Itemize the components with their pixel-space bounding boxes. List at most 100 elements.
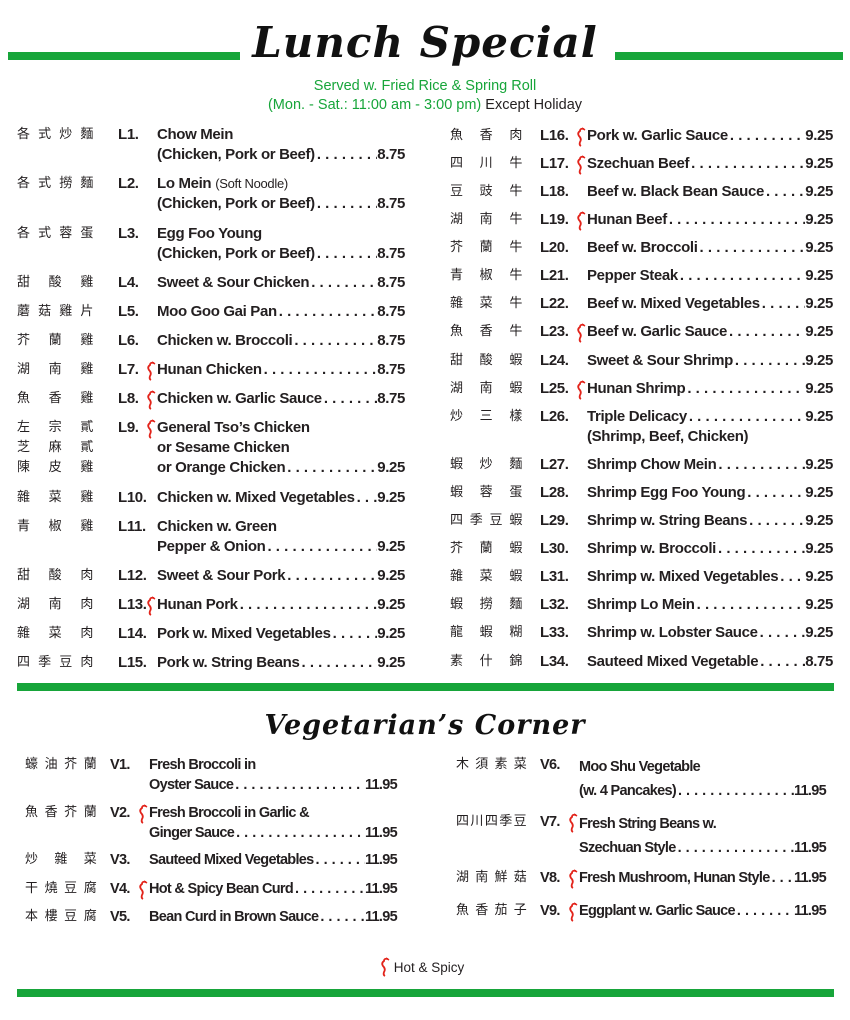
item-code: V8. <box>540 870 560 886</box>
item-name-line: Fresh Mushroom, Hunan Style 11.95 <box>579 868 827 888</box>
item-name-line: or Sesame Chicken <box>157 438 405 458</box>
dot-leader <box>292 331 377 351</box>
item-name: Shrimp Lo Mein <box>587 596 695 613</box>
item-code: L28. <box>540 484 569 501</box>
chinese-name: 雜菜雞 <box>17 490 93 505</box>
item-code: L5. <box>118 303 139 320</box>
dot-leader <box>318 907 365 927</box>
item-name: Shrimp Chow Mein <box>587 456 717 473</box>
item-name-line: (w. 4 Pancakes) 11.95 <box>579 779 827 803</box>
item-price: 8.75 <box>377 274 405 291</box>
item-name: Hot & Spicy Bean Curd <box>149 881 294 897</box>
dot-leader <box>667 210 805 230</box>
chinese-name: 芥蘭雞 <box>17 333 93 348</box>
item-price: 8.75 <box>377 303 405 320</box>
chinese-name: 甜酸雞 <box>17 275 93 290</box>
item-name-line: Chicken w. Green <box>157 517 405 537</box>
item-price: 9.25 <box>377 489 405 506</box>
dot-leader <box>315 145 377 165</box>
item-name: Pork w. String Beans <box>157 654 300 671</box>
item-name-line: Ginger Sauce 11.95 <box>149 823 398 843</box>
item-price: 9.25 <box>805 540 833 557</box>
item-price: 9.25 <box>377 459 405 476</box>
item-name: Sweet & Sour Shrimp <box>587 352 733 369</box>
dot-leader <box>760 294 805 314</box>
chinese-name: 四季豆肉 <box>17 655 93 670</box>
item-name-line: Shrimp w. Lobster Sauce 9.25 <box>587 623 833 643</box>
item-name: Beef w. Garlic Sauce <box>587 323 728 340</box>
item-code: V2. <box>110 805 130 821</box>
chinese-name: 各式炒麵 <box>17 127 93 142</box>
item-code: L15. <box>118 654 147 671</box>
item-name: Shrimp w. Mixed Vegetables <box>587 568 779 585</box>
dot-leader <box>770 868 794 888</box>
item-code: L21. <box>540 267 569 284</box>
item-name-line: Shrimp Egg Foo Young 9.25 <box>587 483 833 503</box>
item-name-line: Egg Foo Young <box>157 224 405 244</box>
chinese-name: 蠔油芥蘭 <box>25 757 97 772</box>
item-name-line: Shrimp w. Broccoli 9.25 <box>587 539 833 559</box>
item-name-line: Triple Delicacy 9.25 <box>587 407 833 427</box>
item-name: Hunan Beef <box>587 211 667 228</box>
chili-pepper-icon <box>577 323 586 343</box>
item-name: (Chicken, Pork or Beef) <box>157 146 315 163</box>
dot-leader <box>315 244 377 264</box>
dot-leader <box>262 360 378 380</box>
dot-leader <box>687 407 805 427</box>
item-name: Pepper Steak <box>587 267 678 284</box>
chinese-name: 四季豆蝦 <box>450 513 522 528</box>
item-code: L17. <box>540 155 569 172</box>
item-name: Fresh Broccoli in Garlic & <box>149 805 310 821</box>
item-name-line: (Chicken, Pork or Beef) 8.75 <box>157 244 405 264</box>
chili-pepper-icon <box>147 596 156 616</box>
item-name-line: Shrimp w. Mixed Vegetables 9.25 <box>587 567 833 587</box>
item-name-line: General Tso’s Chicken <box>157 418 405 438</box>
item-code: L8. <box>118 390 139 407</box>
chinese-name: 青椒雞 <box>17 519 93 534</box>
item-code: L23. <box>540 323 569 340</box>
item-code: V1. <box>110 757 130 773</box>
dot-leader <box>676 779 794 803</box>
item-name-line: Sauteed Mixed Vegetable 8.75 <box>587 652 833 672</box>
item-name: Eggplant w. Garlic Sauce <box>579 903 736 919</box>
chili-pepper-icon <box>139 880 148 900</box>
item-code: L18. <box>540 183 569 200</box>
item-code: L14. <box>118 625 147 642</box>
item-price: 9.25 <box>805 456 833 473</box>
item-name: Moo Goo Gai Pan <box>157 303 277 320</box>
item-code: L26. <box>540 408 569 425</box>
item-price: 8.75 <box>377 195 405 212</box>
chinese-name: 蝦撈麵 <box>450 597 522 612</box>
section-divider <box>17 683 834 691</box>
item-code: V6. <box>540 757 560 773</box>
item-name-line: Hunan Pork 9.25 <box>157 595 405 615</box>
dot-leader <box>322 389 377 409</box>
header-bar-right <box>615 52 843 60</box>
item-name-line: Chicken w. Mixed Vegetables 9.25 <box>157 488 405 508</box>
chinese-name: 四川牛 <box>450 156 522 171</box>
item-name: Egg Foo Young <box>157 225 262 242</box>
item-price: 8.75 <box>377 146 405 163</box>
item-code: L24. <box>540 352 569 369</box>
chinese-name: 雜菜牛 <box>450 296 522 311</box>
dot-leader <box>315 194 377 214</box>
item-name-line: Sweet & Sour Chicken 8.75 <box>157 273 405 293</box>
item-name-line: Pork w. Mixed Vegetables 9.25 <box>157 624 405 644</box>
item-name-line: Chow Mein <box>157 125 405 145</box>
dot-leader <box>698 238 806 258</box>
vegetarian-title: Vegetarian’s Corner <box>264 710 586 741</box>
chinese-name: 魚香牛 <box>450 324 522 339</box>
item-name: Sauteed Mixed Vegetables <box>149 852 314 868</box>
item-code: L32. <box>540 596 569 613</box>
item-name: Moo Shu Vegetable <box>579 759 701 775</box>
item-name: Pepper & Onion <box>157 538 266 555</box>
dot-leader <box>277 302 377 322</box>
item-price: 9.25 <box>377 625 405 642</box>
item-code: L31. <box>540 568 569 585</box>
chinese-name: 蘑菇雞片 <box>17 304 93 319</box>
item-code: L29. <box>540 512 569 529</box>
item-code: L22. <box>540 295 569 312</box>
dot-leader <box>238 595 378 615</box>
item-name: Pork w. Garlic Sauce <box>587 127 728 144</box>
chinese-name: 雜菜肉 <box>17 626 93 641</box>
